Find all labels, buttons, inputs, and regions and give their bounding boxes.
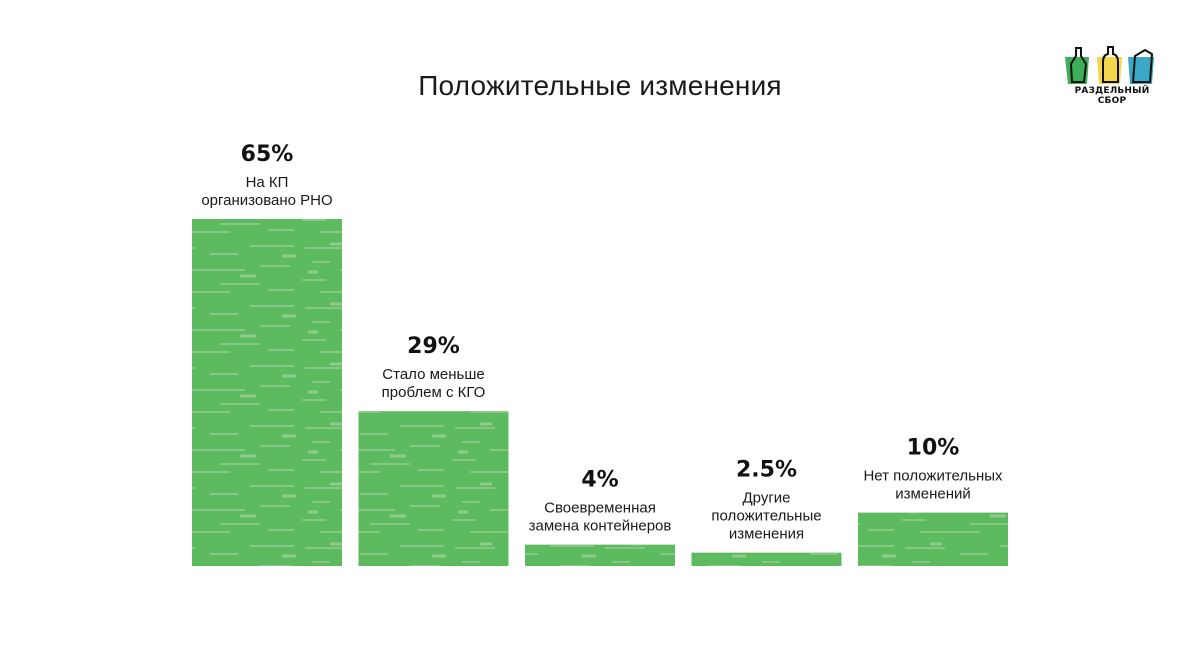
bar-value-label-4: 2.5%	[736, 458, 797, 483]
bar-label-4-line-2: положительные	[711, 508, 821, 525]
bar-value-label-2: 29%	[407, 334, 460, 359]
bar-label-3-line-1: Своевременная	[544, 500, 656, 517]
bar-texture-3	[525, 544, 675, 566]
bar-label-5-line-1: Нет положительных	[863, 468, 1003, 485]
bar-texture-5	[858, 512, 1008, 566]
bar-label-1-line-2: организовано РНО	[201, 192, 332, 209]
bar-value-label-5: 10%	[907, 436, 960, 461]
bar-label-4-line-1: Другие	[742, 490, 790, 507]
bar-label-4-line-3: изменения	[729, 526, 804, 543]
bar-texture-4	[691, 552, 842, 566]
bar-texture-2	[358, 411, 509, 566]
recycling-icon	[1065, 46, 1154, 84]
bar-label-5-line-2: изменений	[895, 486, 971, 503]
bar-label-1-line-1: На КП	[246, 174, 289, 191]
brand-logo: РАЗДЕЛЬНЫЙ СБОР	[1062, 42, 1162, 106]
logo-text: РАЗДЕЛЬНЫЙ СБОР	[1074, 86, 1150, 106]
bar-value-label-1: 65%	[241, 142, 294, 167]
bar-label-2-line-2: проблем с КГО	[382, 384, 486, 401]
bar-label-3-line-2: замена контейнеров	[529, 518, 672, 535]
bar-texture-1	[192, 219, 342, 566]
bar-value-label-3: 4%	[581, 468, 618, 493]
bar-label-2-line-1: Стало меньше	[382, 366, 484, 383]
chart-title: Положительные изменения	[418, 70, 782, 101]
